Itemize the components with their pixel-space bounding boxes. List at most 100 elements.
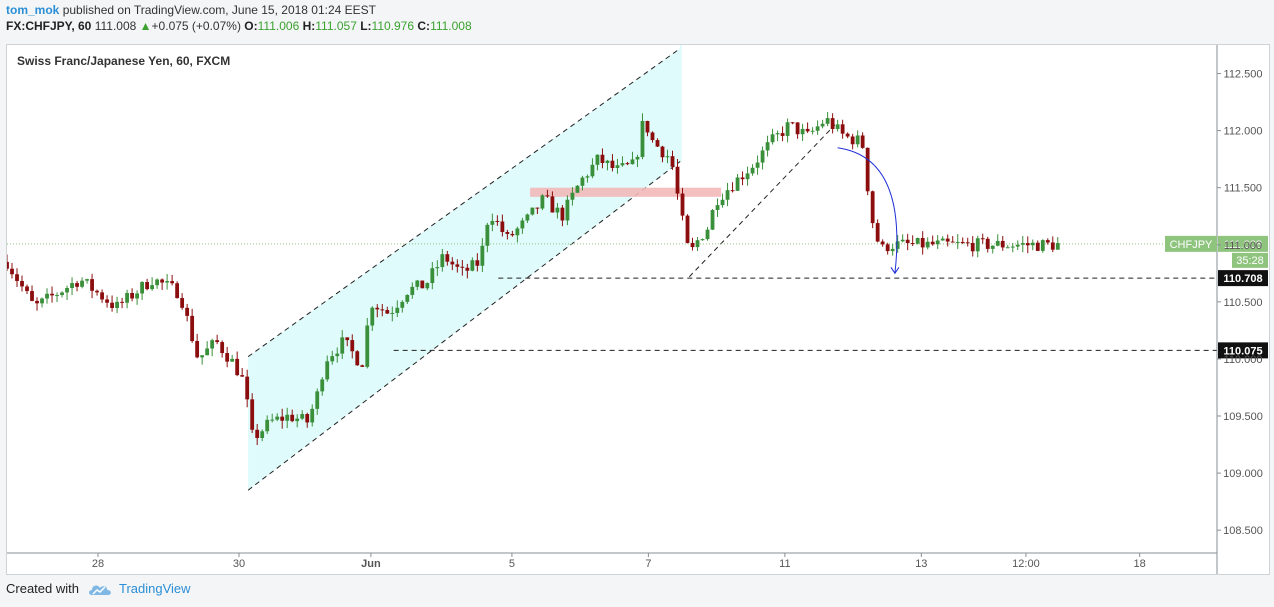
x-tick-label: 12:00: [1012, 558, 1040, 570]
candle-body: [230, 358, 235, 362]
author-link[interactable]: tom_mok: [6, 3, 60, 17]
x-tick-label: 18: [1134, 558, 1146, 570]
publish-info: published on TradingView.com, June 15, 2…: [62, 3, 377, 17]
candle-body: [165, 281, 170, 283]
candle-body: [940, 238, 945, 241]
symbol-tag-label: CHFJPY: [1170, 239, 1213, 251]
candle-body: [260, 431, 265, 439]
created-with-label: Created with: [6, 581, 79, 596]
candle-body: [660, 146, 665, 158]
support-1-tag: [1218, 270, 1268, 287]
candle-body: [365, 325, 370, 367]
candle-body: [65, 287, 69, 293]
candle-body: [345, 337, 350, 341]
candle-body: [410, 286, 415, 295]
candle-body: [935, 240, 940, 245]
candle-body: [670, 156, 675, 167]
candle-body: [70, 283, 74, 288]
candle-body: [485, 224, 490, 246]
candle-body: [290, 414, 295, 422]
x-tick-label: 13: [915, 558, 927, 570]
candle-body: [815, 126, 820, 131]
tradingview-cloud-icon: [88, 585, 111, 595]
candle-body: [505, 231, 510, 234]
candle-body: [725, 190, 730, 200]
candle-body: [150, 285, 155, 290]
candle-body: [480, 245, 485, 266]
candle-body: [500, 221, 505, 232]
close-label: C:: [417, 19, 431, 33]
channel-lower-line[interactable]: [247, 161, 681, 491]
low-value: 110.976: [371, 19, 415, 33]
candle-body: [85, 279, 89, 281]
candle-body: [565, 199, 570, 221]
candle-body: [825, 118, 830, 124]
candle-body: [180, 298, 185, 308]
candle-body: [1005, 247, 1010, 249]
candle-body: [195, 341, 200, 358]
candle-body: [880, 241, 885, 245]
candle-body: [330, 356, 335, 362]
chart-panel[interactable]: 110.708 110.075 CHFJPY 111.008 35:28 112.500 1…: [5, 44, 1270, 575]
tradingview-link[interactable]: TradingView: [118, 581, 191, 596]
candle-body: [385, 310, 390, 314]
open-value: 111.006: [257, 19, 300, 33]
x-tick-label: 30: [233, 558, 245, 570]
candle-body: [665, 156, 670, 158]
candle-body: [555, 207, 560, 213]
candle-body: [375, 307, 380, 310]
candle-body: [295, 418, 300, 422]
short-trendline[interactable]: [688, 124, 836, 278]
y-tick-label: 111.000: [1224, 240, 1262, 252]
candlestick-chart[interactable]: 110.708 110.075 CHFJPY 111.008 35:28 112.500 1…: [5, 45, 1269, 574]
price-axis[interactable]: 110.708 110.075 CHFJPY 111.008 35:28 112.500 1…: [1165, 69, 1268, 538]
candle-body: [315, 391, 320, 409]
candle-body: [515, 228, 520, 236]
candle-body: [110, 302, 114, 309]
candle-body: [700, 239, 705, 241]
candle-body: [865, 147, 870, 192]
channel-upper-line[interactable]: [247, 48, 681, 358]
candle-body: [900, 239, 905, 242]
candle-body: [100, 292, 104, 300]
candle-body: [595, 154, 600, 165]
resistance-zone[interactable]: [530, 187, 722, 197]
candle-body: [655, 140, 660, 147]
x-tick-label: 28: [92, 558, 104, 570]
last-price-tag: [1218, 235, 1268, 252]
candle-body: [1040, 240, 1045, 251]
candle-body: [475, 260, 480, 266]
candle-body: [10, 268, 14, 275]
projection-arrow[interactable]: [837, 147, 898, 274]
candle-body: [850, 136, 855, 145]
candle-body: [580, 177, 585, 186]
candle-body: [1010, 246, 1015, 248]
candle-body: [800, 128, 805, 135]
candle-body: [380, 309, 385, 311]
candle-body: [50, 293, 54, 296]
candle-body: [245, 376, 250, 400]
low-label: L:: [360, 19, 372, 33]
candle-body: [995, 240, 1000, 246]
candle-body: [645, 120, 650, 133]
x-tick-label: 11: [779, 558, 790, 570]
candle-body: [465, 267, 470, 271]
candle-body: [350, 340, 355, 352]
candle-body: [930, 241, 935, 245]
candle-body: [370, 307, 375, 326]
candle-body: [695, 240, 700, 248]
y-tick-label: 112.500: [1224, 69, 1263, 81]
candle-body: [225, 353, 230, 362]
candle-body: [360, 365, 365, 367]
candle-body: [390, 312, 395, 314]
candle-body: [975, 238, 980, 252]
candle-body: [120, 301, 124, 303]
candle-body: [220, 342, 225, 354]
candle-body: [280, 416, 285, 421]
candle-body: [805, 128, 810, 132]
candle-body: [190, 315, 195, 342]
candle-body: [745, 173, 750, 180]
candle-body: [305, 414, 310, 423]
close-value: 111.008: [430, 19, 472, 33]
